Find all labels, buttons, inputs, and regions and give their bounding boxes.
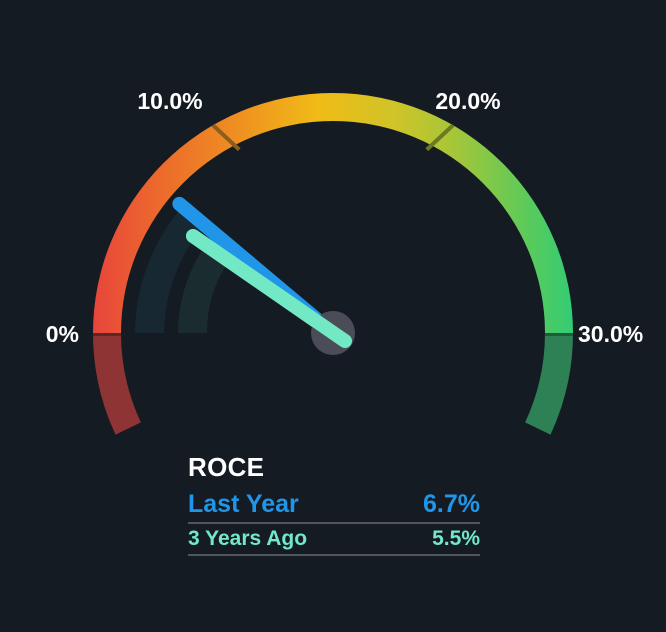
legend-label-three-years-ago: 3 Years Ago [188, 527, 308, 550]
legend-label-last-year: Last Year [188, 490, 299, 518]
legend-value-three-years-ago: 5.5% [432, 527, 480, 550]
gauge-needles [172, 196, 355, 355]
gauge-band-main [93, 93, 573, 333]
gauge-legend: ROCE Last Year 6.7% 3 Years Ago 5.5% [188, 450, 480, 559]
legend-value-last-year: 6.7% [423, 490, 480, 518]
gauge-band-below-zero [92, 333, 141, 435]
tick-label-20: 20.0% [435, 88, 500, 114]
gauge-tick-20 [425, 123, 455, 152]
legend-row-three-years-ago: 3 Years Ago 5.5% [188, 527, 480, 556]
page-title: ROCE [188, 452, 265, 482]
gauge-band-above-max [525, 333, 573, 435]
gauge-tick-10 [211, 123, 241, 152]
tick-label-0: 0% [46, 321, 79, 347]
gauge-band-group [92, 93, 573, 435]
legend-row-last-year: Last Year 6.7% [188, 490, 480, 524]
tick-label-30: 30.0% [578, 321, 643, 347]
needle-three-years-ago-over-hub [186, 229, 352, 348]
gauge-track-three-years-ago [178, 249, 228, 333]
tick-label-10: 10.0% [137, 88, 202, 114]
